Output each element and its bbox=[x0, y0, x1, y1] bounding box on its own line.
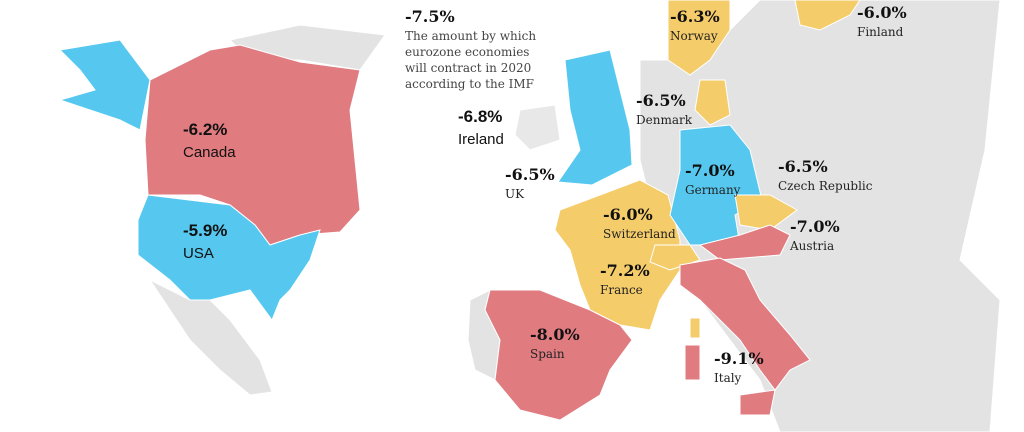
region-name: Switzerland bbox=[603, 227, 676, 241]
headline-note: eurozone economies bbox=[405, 45, 529, 59]
usa bbox=[137, 194, 321, 322]
region-name: Finland bbox=[857, 25, 904, 39]
canada bbox=[144, 44, 361, 246]
sardinia bbox=[684, 344, 701, 381]
region-name: Austria bbox=[789, 239, 834, 253]
germany bbox=[669, 124, 763, 246]
headline-note: will contract in 2020 bbox=[405, 61, 531, 75]
sicily bbox=[739, 389, 776, 416]
region-value: -6.5% bbox=[636, 91, 686, 110]
labels: The amount by which eurozone economies wil… bbox=[183, 3, 907, 385]
region-name: Spain bbox=[530, 347, 565, 361]
region-name: France bbox=[600, 283, 643, 297]
region-name: Czech Republic bbox=[778, 179, 873, 193]
ireland bbox=[514, 104, 561, 151]
uk bbox=[557, 49, 633, 186]
region-name: Italy bbox=[714, 371, 742, 385]
region-value: -8.0% bbox=[530, 325, 580, 344]
region-name: UK bbox=[505, 187, 525, 201]
region-value: -7.0% bbox=[790, 217, 840, 236]
region-name: Canada bbox=[183, 144, 236, 161]
region-value: -6.3% bbox=[670, 7, 720, 26]
headline-note: The amount by which bbox=[405, 29, 536, 43]
region-name: USA bbox=[183, 245, 214, 262]
headline-value: -7.5% bbox=[405, 7, 455, 26]
finland bbox=[794, 0, 861, 31]
region-value: -7.2% bbox=[600, 261, 650, 280]
region-value: -9.1% bbox=[714, 349, 764, 368]
norway bbox=[667, 0, 731, 76]
headline-note: according to the IMF bbox=[405, 77, 534, 91]
alaska bbox=[58, 39, 151, 131]
region-value: -6.2% bbox=[183, 120, 227, 139]
italy bbox=[679, 257, 811, 391]
france bbox=[554, 179, 681, 331]
denmark bbox=[694, 79, 731, 126]
region-value: -6.8% bbox=[458, 107, 502, 126]
europe bbox=[467, 0, 1001, 432]
region-value: -6.5% bbox=[778, 157, 828, 176]
region-name: Germany bbox=[685, 183, 741, 197]
czech-republic bbox=[734, 194, 798, 231]
region-name: Norway bbox=[670, 29, 718, 43]
region-value: -5.9% bbox=[183, 221, 227, 240]
spain bbox=[484, 289, 633, 421]
region-name: Ireland bbox=[458, 131, 504, 148]
corsica bbox=[689, 317, 701, 339]
region-value: -6.0% bbox=[857, 3, 907, 22]
region-value: -7.0% bbox=[685, 161, 735, 180]
region-name: Denmark bbox=[636, 113, 693, 127]
north-america bbox=[58, 24, 386, 396]
region-value: -6.5% bbox=[505, 165, 555, 184]
region-value: -6.0% bbox=[603, 205, 653, 224]
